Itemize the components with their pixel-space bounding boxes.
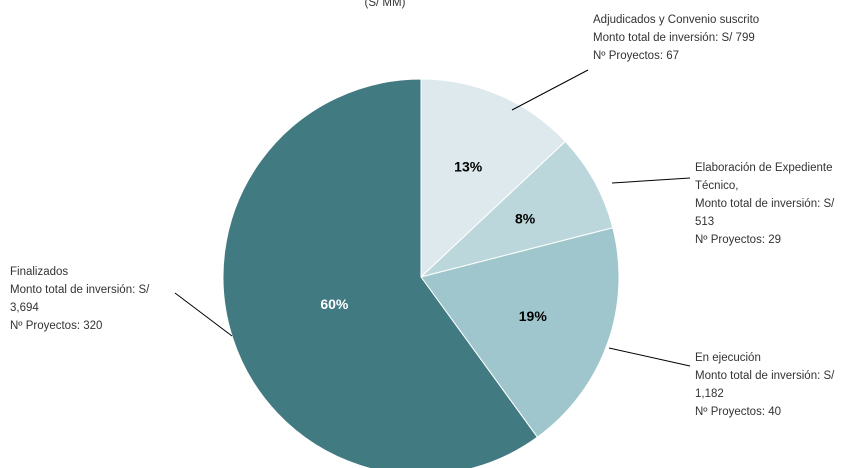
leader-line: [611, 177, 691, 184]
pie-slice: [420, 78, 567, 279]
slice-annotation: Monto total de inversión: S/ 799: [593, 32, 755, 44]
pie-slice: [222, 78, 539, 468]
slice-annotation: Adjudicados y Convenio suscrito: [593, 14, 759, 26]
slice-annotation: Monto total de inversión: S/: [695, 370, 835, 382]
slice-annotation: 1,182: [695, 388, 724, 400]
slice-annotation: Monto total de inversión: S/: [695, 198, 835, 210]
slice-annotation: Técnico,: [695, 180, 738, 192]
slice-annotation: Finalizados: [10, 266, 68, 278]
slice-percent-label: 13%: [454, 159, 483, 175]
slice-annotation: 513: [695, 216, 714, 228]
slice-annotation: Monto total de inversión: S/: [10, 284, 150, 296]
slice-percent-label: 8%: [515, 210, 536, 226]
leader-line: [608, 347, 691, 367]
chart-subtitle: (S/ MM): [365, 0, 406, 9]
leader-line: [511, 69, 589, 111]
leader-line: [174, 292, 233, 337]
slice-annotation: Nº Proyectos: 67: [593, 50, 679, 62]
slice-annotation: Elaboración de Expediente: [695, 162, 832, 174]
slice-annotation: Nº Proyectos: 40: [695, 406, 781, 418]
slice-annotation: 3,694: [10, 302, 39, 314]
slice-annotation: En ejecución: [695, 352, 761, 364]
pie-slice: [420, 227, 620, 438]
slice-percent-label: 60%: [320, 296, 349, 312]
pie-slice: [420, 140, 614, 278]
slice-annotation: Nº Proyectos: 29: [695, 234, 781, 246]
slice-percent-label: 19%: [519, 308, 548, 324]
slice-annotation: Nº Proyectos: 320: [10, 320, 102, 332]
